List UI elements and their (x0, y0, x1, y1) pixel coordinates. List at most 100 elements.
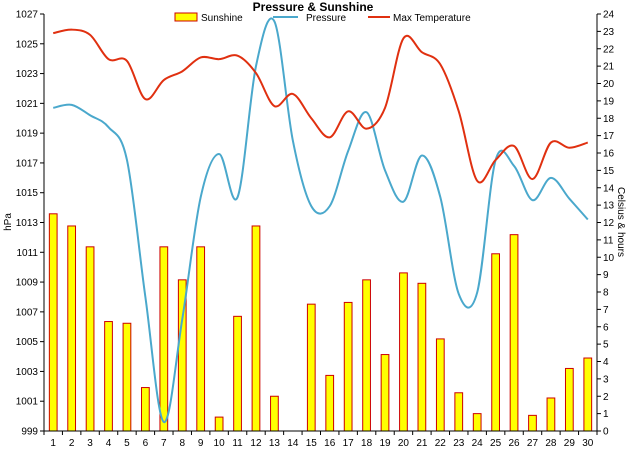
pressure-point (384, 169, 386, 171)
left-tick-label: 1019 (16, 129, 39, 140)
right-tick-label: 8 (603, 288, 609, 299)
x-tick-label: 8 (179, 438, 185, 449)
right-tick-label: 22 (603, 44, 615, 55)
x-tick-label: 29 (564, 438, 576, 449)
sunshine-bar (454, 392, 464, 432)
max-temperature-point (255, 72, 257, 74)
sunshine-bar (417, 282, 427, 432)
right-tick-label: 23 (603, 27, 615, 38)
x-tick-label: 13 (269, 438, 281, 449)
max-temperature-point (52, 32, 54, 34)
left-tick-label: 1017 (16, 158, 39, 169)
legend: Sunshine Pressure Max Temperature (174, 12, 471, 24)
x-tick-label: 22 (435, 438, 447, 449)
right-axis-label: Celsius & hours (615, 187, 626, 257)
pressure-point (237, 196, 239, 198)
pressure-point (458, 293, 460, 295)
x-tick-label: 11 (232, 438, 243, 449)
max-temperature-point (163, 79, 165, 81)
sunshine-bar (306, 303, 316, 432)
pressure-point (329, 205, 331, 207)
max-temperature-point (402, 37, 404, 39)
right-tick-label: 16 (603, 149, 615, 160)
x-tick-label: 4 (106, 438, 112, 449)
left-tick-label: 1023 (16, 69, 39, 80)
right-tick-label: 9 (603, 270, 609, 281)
sunshine-bar (104, 321, 113, 432)
max-temperature-point (550, 142, 552, 144)
max-temperature-point (329, 136, 331, 138)
max-temperature-point (421, 51, 423, 53)
legend-label-max-temperature: Max Temperature (393, 13, 471, 24)
max-temperature-point (200, 56, 202, 58)
x-tick-label: 6 (143, 438, 149, 449)
max-temperature-point (347, 110, 349, 112)
right-tick-label: 15 (603, 166, 615, 177)
x-tick-label: 28 (545, 438, 557, 449)
max-temperature-point (587, 142, 589, 144)
left-tick-label: 1009 (16, 278, 39, 289)
x-tick-label: 16 (324, 438, 336, 449)
sunshine-bar (509, 234, 519, 432)
max-temperature-point (71, 29, 73, 31)
right-tick-label: 17 (603, 131, 615, 142)
x-tick-label: 7 (161, 438, 167, 449)
left-tick-label: 1005 (16, 337, 39, 348)
sunshine-bar (159, 246, 169, 432)
right-tick-label: 2 (603, 392, 609, 403)
sunshine-bar (472, 413, 482, 432)
pressure-point (439, 196, 441, 198)
left-tick-label: 1013 (16, 218, 39, 229)
sunshine-bar (48, 213, 58, 432)
pressure-point (126, 159, 128, 161)
x-tick-label: 15 (306, 438, 318, 449)
x-tick-label: 5 (124, 438, 130, 449)
right-tick-label: 6 (603, 322, 609, 333)
right-tick-label: 10 (603, 253, 615, 264)
max-temperature-point (439, 63, 441, 65)
legend-label-pressure: Pressure (306, 13, 346, 24)
left-tick-label: 1003 (16, 367, 39, 378)
sunshine-bar (380, 354, 390, 432)
pressure-point (421, 154, 423, 156)
max-temperature-point (108, 58, 110, 60)
right-tick-label: 11 (603, 235, 614, 246)
sunshine-bar (399, 272, 408, 432)
pressure-point (108, 126, 110, 128)
pressure-point (181, 318, 183, 320)
pressure-point (568, 198, 570, 200)
pressure-point (144, 296, 146, 298)
sunshine-bar (196, 246, 206, 432)
pressure-point (218, 153, 220, 155)
sunshine-bar (435, 338, 445, 432)
pressure-point (273, 20, 275, 22)
right-tick-label: 3 (603, 374, 609, 385)
x-tick-label: 18 (361, 438, 373, 449)
sunshine-bar (583, 357, 593, 432)
right-tick-label: 18 (603, 114, 615, 125)
right-tick-label: 12 (603, 218, 615, 229)
pressure-point (71, 104, 73, 106)
pressure-point (89, 114, 91, 116)
x-tick-label: 3 (87, 438, 93, 449)
max-temperature-point (144, 98, 146, 100)
max-temperature-point (237, 55, 239, 57)
sunshine-bar (122, 322, 132, 432)
x-tick-label: 19 (379, 438, 391, 449)
right-tick-label: 19 (603, 96, 615, 107)
left-tick-label: 1007 (16, 307, 39, 318)
right-tick-label: 1 (603, 409, 609, 420)
legend-label-sunshine: Sunshine (201, 13, 243, 24)
x-tick-label: 10 (214, 438, 226, 449)
max-temperature-point (366, 128, 368, 130)
x-tick-label: 26 (508, 438, 520, 449)
max-temperature-line (53, 28, 589, 184)
sunshine-bar (233, 315, 242, 432)
sunshine-bar (528, 414, 537, 432)
max-temperature-point (568, 147, 570, 149)
max-temperature-point (384, 107, 386, 109)
pressure-point (292, 140, 294, 142)
sunshine-bar (343, 301, 353, 432)
